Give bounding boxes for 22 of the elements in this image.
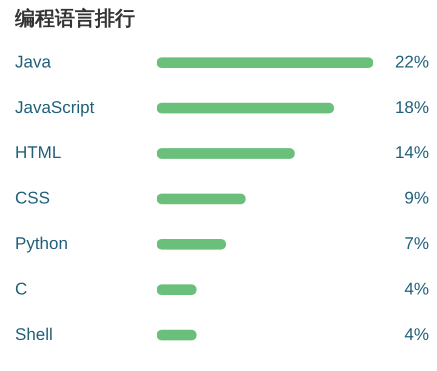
chart-title: 编程语言排行 bbox=[14, 6, 135, 30]
bar bbox=[157, 330, 197, 340]
y-tick-label: Python bbox=[15, 234, 68, 253]
bar bbox=[157, 284, 197, 296]
data-label: 7% bbox=[404, 234, 429, 253]
data-label: 14% bbox=[394, 143, 429, 162]
data-label: 4% bbox=[404, 324, 429, 344]
bar bbox=[157, 238, 226, 250]
bar bbox=[157, 148, 295, 159]
data-label: 18% bbox=[394, 98, 429, 117]
bar bbox=[157, 102, 334, 114]
data-label: 9% bbox=[404, 188, 429, 208]
bar bbox=[157, 57, 373, 68]
bar bbox=[157, 194, 246, 204]
y-tick-label: C bbox=[15, 279, 28, 298]
y-tick-label: CSS bbox=[15, 188, 50, 208]
y-tick-label: JavaScript bbox=[15, 98, 95, 117]
y-tick-label: Java bbox=[15, 52, 52, 72]
y-tick-label: Shell bbox=[15, 324, 53, 344]
y-tick-label: HTML bbox=[15, 143, 62, 162]
data-label: 22% bbox=[394, 52, 429, 72]
data-label: 4% bbox=[404, 279, 429, 298]
